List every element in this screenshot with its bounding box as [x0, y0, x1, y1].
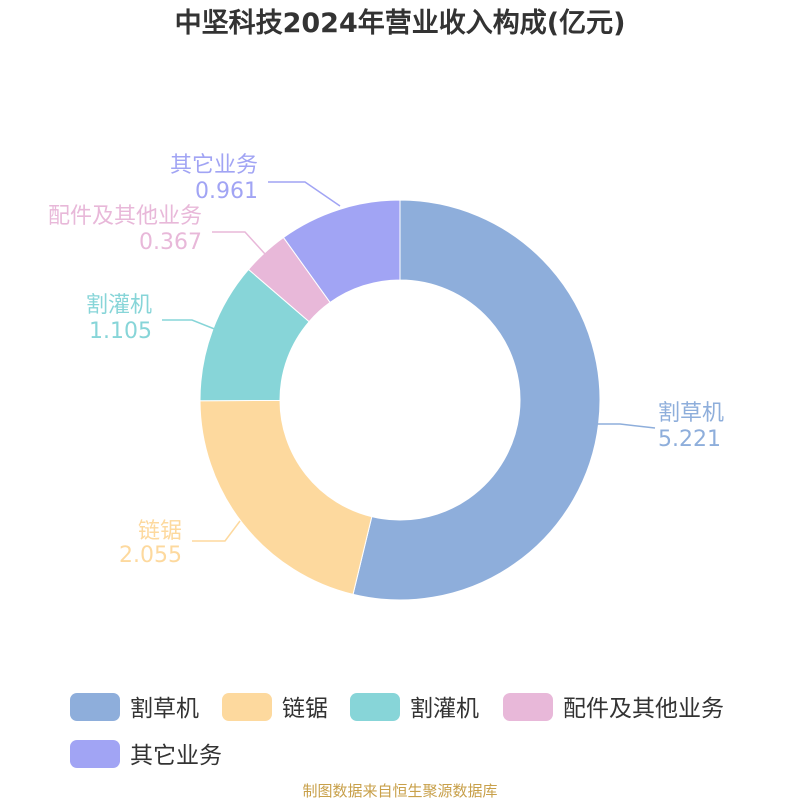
legend-swatch-2 — [222, 693, 272, 721]
legend-swatch-5 — [70, 740, 120, 768]
leader-line-1 — [598, 423, 656, 429]
legend-label-3: 割灌机 — [410, 696, 479, 722]
legend-label-5: 其它业务 — [130, 743, 222, 769]
legend-label-1: 割草机 — [130, 696, 199, 722]
source-note: 制图数据来自恒生聚源数据库 — [302, 782, 497, 800]
slice-5 — [282, 199, 401, 304]
legend-swatch-3 — [350, 693, 400, 721]
slice-label-name: 其它业务 — [170, 153, 258, 178]
leader-line-2 — [192, 520, 241, 542]
slice-label-name: 配件及其他业务 — [48, 204, 202, 229]
legend-label-4: 配件及其他业务 — [563, 696, 724, 722]
legend-swatch-4 — [503, 693, 553, 721]
chart-title: 中坚科技2024年营业收入构成(亿元) — [175, 7, 626, 39]
leader-line-3 — [162, 319, 218, 331]
legend-swatch-1 — [70, 693, 120, 721]
donut-slices — [199, 199, 601, 601]
slice-label-value: 0.367 — [139, 230, 202, 255]
legend-label-2: 链锯 — [282, 696, 328, 722]
leader-line-4 — [212, 231, 266, 255]
slice-label-value: 5.221 — [658, 427, 721, 452]
slice-label-value: 1.105 — [89, 319, 152, 344]
slice-label-name: 割草机 — [658, 401, 724, 426]
slice-label-name: 割灌机 — [86, 293, 152, 318]
slice-label-value: 2.055 — [119, 543, 182, 568]
slice-2 — [199, 399, 373, 596]
slice-1 — [352, 199, 601, 601]
leader-line-5 — [268, 181, 341, 207]
slice-label-value: 0.961 — [195, 179, 258, 204]
slice-label-name: 链锯 — [138, 519, 182, 544]
